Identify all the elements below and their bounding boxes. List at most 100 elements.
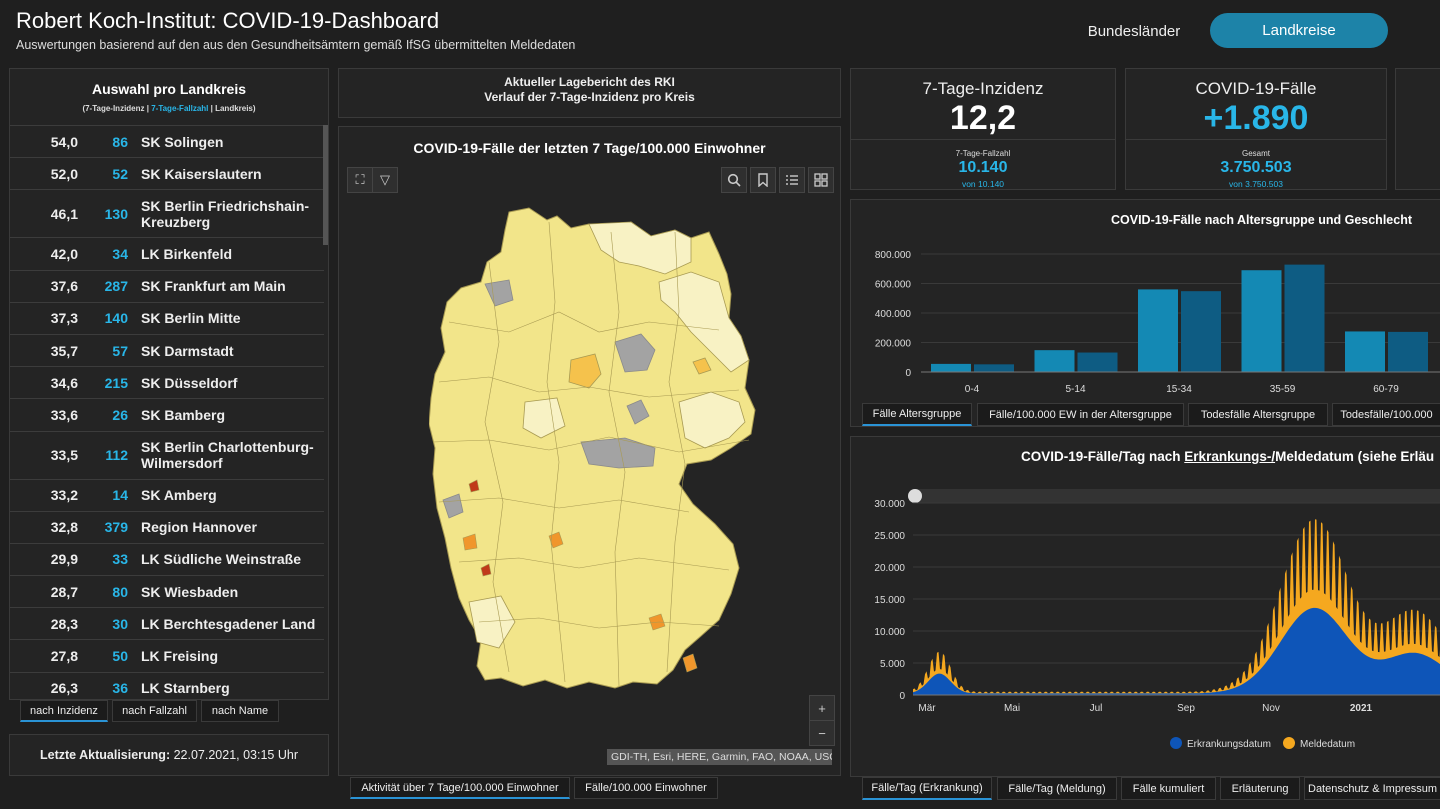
tab-nach-inzidenz[interactable]: nach Inzidenz	[20, 700, 108, 722]
kpi-sub-note: von 10.140	[961, 179, 1005, 189]
list-scrollbar[interactable]	[323, 125, 328, 245]
row-district-name: SK Berlin Friedrichshain-Kreuzberg	[141, 197, 310, 230]
row-district-name: SK Wiesbaden	[141, 583, 239, 600]
row-district-name: SK Berlin Charlottenburg-Wilmersdorf	[141, 439, 314, 471]
kpi-sub-label: Gesamt	[1241, 149, 1270, 158]
update-label: Letzte Aktualisierung:	[40, 748, 171, 762]
row-incidence: 28,3	[50, 615, 78, 632]
row-incidence: 35,7	[50, 342, 78, 359]
row-case-count: 80	[112, 583, 128, 600]
landkreis-row[interactable]: 33,2 14 SK Amberg	[10, 478, 324, 511]
tab-datenschutz[interactable]: Datenschutz & Impressum	[1304, 777, 1440, 800]
tab-faelle-tag-erkrankung[interactable]: Fälle/Tag (Erkrankung)	[862, 777, 992, 800]
tab-faelle-kumuliert[interactable]: Fälle kumuliert	[1121, 777, 1216, 800]
row-district-name: SK Solingen	[141, 133, 224, 150]
tab-todesfaelle-100000[interactable]: Todesfälle/100.000	[1332, 403, 1440, 426]
map-select-icon[interactable]: ⛶	[347, 167, 373, 193]
row-district-name: LK Birkenfeld	[141, 245, 233, 262]
y-tick-label: 0	[905, 368, 911, 379]
landkreis-row[interactable]: 28,3 30 LK Berchtesgadener Land	[10, 607, 324, 639]
title-part-2[interactable]: Erkrankungs-/	[1184, 449, 1276, 464]
legend-part-2: 7-Tage-Fallzahl	[151, 104, 209, 113]
lage-line-2[interactable]: Verlauf der 7-Tage-Inzidenz pro Kreis	[484, 90, 695, 104]
daily-area-chart[interactable]: 0 5.000 10.000 15.000 20.000 25.000 30.000 Mär M…	[851, 437, 1440, 767]
y-tick-label: 400.000	[875, 309, 912, 320]
row-district-name: LK Freising	[141, 648, 219, 665]
age-bar-chart[interactable]: 0 200.000 400.000 600.000 800.000 0-4 5-14 15-3…	[851, 200, 1440, 400]
zoom-out-button[interactable]: −	[809, 720, 835, 746]
map-panel: COVID-19-Fälle der letzten 7 Tage/100.00…	[338, 126, 841, 776]
landkreis-row[interactable]: 32,8 379 Region Hannover	[10, 510, 324, 543]
tab-aktivitaet[interactable]: Aktivität über 7 Tage/100.000 Einwohner	[350, 777, 570, 799]
bookmark-icon[interactable]	[750, 167, 776, 193]
row-district-name: SK Bamberg	[141, 406, 226, 423]
legend-marker-erkrankungsdatum	[1170, 737, 1182, 749]
tab-faelle-altersgruppe[interactable]: Fälle Altersgruppe	[862, 403, 972, 426]
tab-nach-fallzahl[interactable]: nach Fallzahl	[112, 700, 197, 722]
kpi-faelle[interactable]: COVID-19-Fälle +1.890 Gesamt 3.750.503 v…	[1125, 68, 1387, 190]
nav-bundeslaender-button[interactable]: Bundesländer	[1087, 22, 1181, 40]
x-tick-label: Sep	[1177, 703, 1195, 714]
zoom-in-button[interactable]: +	[809, 695, 835, 721]
landkreis-row[interactable]: 54,0 86 SK Solingen	[10, 125, 324, 157]
basemap-grid-icon[interactable]	[808, 167, 834, 193]
row-incidence: 37,3	[50, 310, 78, 327]
tab-faelle-100000-ew[interactable]: Fälle/100.000 EW in der Altersgruppe	[977, 403, 1184, 426]
row-district-name: SK Darmstadt	[141, 342, 234, 359]
tab-nach-name[interactable]: nach Name	[201, 700, 279, 722]
tab-faelle-tag-meldung[interactable]: Fälle/Tag (Meldung)	[997, 777, 1117, 800]
kpi-divider	[1126, 139, 1386, 140]
x-tick-label: 5-14	[1065, 384, 1085, 395]
landkreis-row[interactable]: 26,3 36 LK Starnberg	[10, 671, 324, 704]
nav-landkreise-button[interactable]: Landkreise	[1210, 13, 1388, 48]
landkreis-row[interactable]: 35,7 57 SK Darmstadt	[10, 333, 324, 366]
landkreis-row[interactable]: 42,0 34 LK Birkenfeld	[10, 237, 324, 269]
lagebericht-panel[interactable]: Aktueller Lagebericht des RKI Verlauf de…	[338, 68, 841, 118]
landkreis-row[interactable]: 46,1 130 SK Berlin Friedrichshain-Kreuzber…	[10, 189, 324, 237]
landkreis-row[interactable]: 37,6 287 SK Frankfurt am Main	[10, 269, 324, 302]
y-tick-label: 20.000	[874, 563, 905, 574]
landkreis-row[interactable]: 28,7 80 SK Wiesbaden	[10, 575, 324, 607]
row-incidence: 29,9	[50, 551, 78, 568]
row-case-count: 30	[112, 615, 128, 632]
landkreis-row[interactable]: 33,6 26 SK Bamberg	[10, 398, 324, 430]
bar	[1345, 331, 1385, 372]
title-part-3: Meldedatum (siehe Erläu	[1275, 449, 1435, 464]
row-incidence: 28,7	[50, 583, 78, 600]
y-tick-label: 200.000	[875, 339, 912, 350]
landkreis-row[interactable]: 33,5 112 SK Berlin Charlottenburg-Wilmersd…	[10, 430, 324, 479]
lage-line-1[interactable]: Aktueller Lagebericht des RKI	[504, 75, 675, 89]
row-district-name: LK Berchtesgadener Land	[141, 615, 316, 632]
search-icon[interactable]	[721, 167, 747, 193]
row-incidence: 27,8	[50, 648, 78, 665]
row-district-name: SK Kaiserslautern	[141, 165, 262, 182]
landkreis-row[interactable]: 29,9 33 LK Südliche Weinstraße	[10, 542, 324, 575]
row-district-name: LK Südliche Weinstraße	[141, 551, 301, 568]
tab-faelle-100000[interactable]: Fälle/100.000 Einwohner	[574, 777, 718, 799]
y-tick-label: 0	[899, 691, 905, 702]
legend-part-1: (7-Tage-Inzidenz |	[82, 104, 152, 113]
bar	[1077, 352, 1118, 372]
bar	[1138, 289, 1178, 372]
page-title: Robert Koch-Institut: COVID-19-Dashboard	[16, 8, 440, 33]
kpi-value: 12,2	[949, 99, 1017, 137]
row-case-count: 57	[112, 342, 128, 359]
kpi-partial[interactable]	[1395, 68, 1440, 190]
row-incidence: 46,1	[50, 205, 78, 222]
landkreis-row[interactable]: 37,3 140 SK Berlin Mitte	[10, 301, 324, 334]
row-case-count: 379	[104, 519, 128, 536]
tab-todesfaelle-altersgruppe[interactable]: Todesfälle Altersgruppe	[1188, 403, 1328, 426]
landkreis-row[interactable]: 52,0 52 SK Kaiserslautern	[10, 157, 324, 189]
row-case-count: 140	[104, 310, 128, 327]
chevron-down-icon[interactable]: ▽	[372, 167, 398, 193]
landkreis-row[interactable]: 27,8 50 LK Freising	[10, 639, 324, 671]
bar	[1241, 270, 1282, 372]
legend-list-icon[interactable]	[779, 167, 805, 193]
kpi-inzidenz[interactable]: 7-Tage-Inzidenz 12,2 7-Tage-Fallzahl 10.…	[850, 68, 1116, 190]
legend-label-erkrankungsdatum: Erkrankungsdatum	[1187, 739, 1271, 750]
germany-map[interactable]	[429, 202, 789, 702]
page-subtitle: Auswertungen basierend auf den aus den G…	[16, 38, 576, 52]
landkreis-row[interactable]: 34,6 215 SK Düsseldorf	[10, 366, 324, 398]
y-tick-label: 10.000	[874, 627, 905, 638]
tab-erlaeuterung[interactable]: Erläuterung	[1220, 777, 1300, 800]
